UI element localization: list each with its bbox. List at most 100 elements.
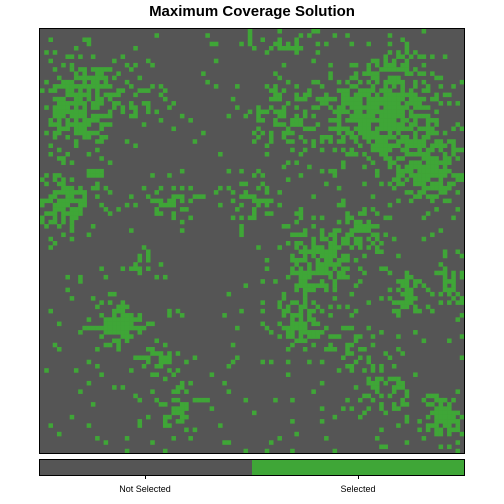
selected-cell — [294, 118, 299, 123]
selected-cell — [260, 360, 265, 365]
selected-cell — [74, 114, 79, 119]
selected-cell — [299, 211, 304, 216]
selected-cell — [456, 101, 461, 106]
selected-cell — [184, 406, 189, 411]
selected-cell — [299, 334, 304, 339]
selected-cell — [337, 80, 342, 85]
selected-cell — [422, 156, 427, 161]
selected-cell — [341, 97, 346, 102]
selected-cell — [99, 334, 104, 339]
selected-cell — [104, 80, 109, 85]
selected-cell — [409, 288, 414, 293]
selected-cell — [341, 355, 346, 360]
selected-cell — [396, 67, 401, 72]
selected-cell — [277, 46, 282, 51]
selected-cell — [439, 148, 444, 153]
selected-cell — [286, 347, 291, 352]
selected-cell — [405, 71, 410, 76]
selected-cell — [188, 199, 193, 204]
selected-cell — [91, 131, 96, 136]
selected-cell — [379, 114, 384, 119]
selected-cell — [324, 135, 329, 140]
selected-cell — [434, 432, 439, 437]
selected-cell — [422, 436, 427, 441]
selected-cell — [409, 110, 414, 115]
selected-cell — [413, 101, 418, 106]
selected-cell — [383, 445, 388, 450]
selected-cell — [324, 182, 329, 187]
selected-cell — [108, 326, 113, 331]
selected-cell — [48, 237, 53, 242]
selected-cell — [133, 355, 138, 360]
selected-cell — [74, 127, 79, 132]
selected-cell — [154, 110, 159, 115]
selected-cell — [422, 139, 427, 144]
selected-cell — [383, 351, 388, 356]
selected-cell — [78, 122, 83, 127]
selected-cell — [443, 160, 448, 165]
selected-cell — [303, 305, 308, 310]
selected-cell — [104, 93, 109, 98]
selected-cell — [108, 317, 113, 322]
selected-cell — [53, 190, 58, 195]
selected-cell — [138, 88, 143, 93]
selected-cell — [299, 266, 304, 271]
selected-cell — [345, 326, 350, 331]
selected-cell — [53, 131, 58, 136]
selected-cell — [320, 97, 325, 102]
selected-cell — [396, 177, 401, 182]
selected-cell — [133, 317, 138, 322]
selected-cell — [303, 114, 308, 119]
selected-cell — [290, 148, 295, 153]
selected-cell — [99, 76, 104, 81]
selected-cell — [311, 241, 316, 246]
selected-cell — [460, 148, 464, 153]
selected-cell — [244, 283, 249, 288]
selected-cell — [409, 190, 414, 195]
selected-cell — [299, 322, 304, 327]
selected-cell — [417, 71, 422, 76]
selected-cell — [388, 33, 393, 38]
selected-cell — [70, 88, 75, 93]
selected-cell — [409, 93, 414, 98]
selected-cell — [65, 80, 70, 85]
selected-cell — [405, 440, 410, 445]
selected-cell — [341, 101, 346, 106]
selected-cell — [180, 411, 185, 416]
selected-cell — [311, 322, 316, 327]
selected-cell — [439, 228, 444, 233]
selected-cell — [434, 207, 439, 212]
selected-cell — [53, 114, 58, 119]
selected-cell — [366, 355, 371, 360]
selected-cell — [460, 300, 464, 305]
selected-cell — [341, 237, 346, 242]
selected-cell — [133, 63, 138, 68]
selected-cell — [333, 334, 338, 339]
selected-cell — [366, 135, 371, 140]
selected-cell — [328, 254, 333, 259]
selected-cell — [167, 309, 172, 314]
selected-cell — [121, 88, 126, 93]
selected-cell — [371, 76, 376, 81]
selected-cell — [95, 76, 100, 81]
selected-cell — [87, 37, 92, 42]
selected-cell — [354, 118, 359, 123]
selected-cell — [154, 207, 159, 212]
selected-cell — [70, 207, 75, 212]
selected-cell — [409, 71, 414, 76]
selected-cell — [184, 207, 189, 212]
selected-cell — [138, 254, 143, 259]
selected-cell — [65, 190, 70, 195]
selected-cell — [74, 101, 79, 106]
selected-cell — [324, 97, 329, 102]
selected-cell — [44, 173, 49, 178]
selected-cell — [307, 249, 312, 254]
selected-cell — [341, 160, 346, 165]
selected-cell — [405, 101, 410, 106]
selected-cell — [290, 398, 295, 403]
selected-cell — [74, 190, 79, 195]
selected-cell — [400, 292, 405, 297]
selected-cell — [422, 54, 427, 59]
selected-cell — [350, 114, 355, 119]
selected-cell — [434, 122, 439, 127]
